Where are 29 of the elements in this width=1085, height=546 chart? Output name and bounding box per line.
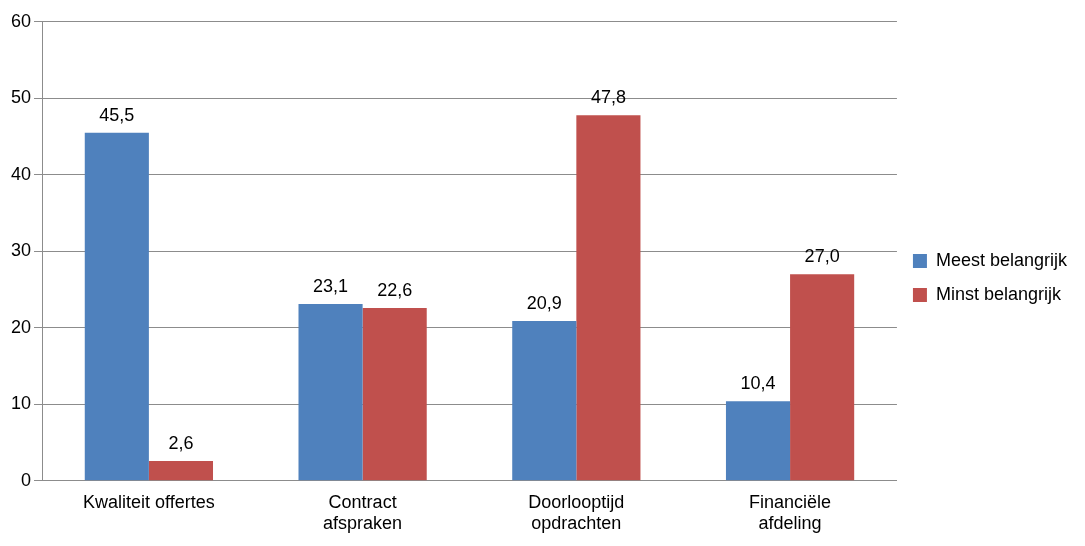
bar — [148, 460, 214, 481]
y-tick-label: 60 — [10, 10, 32, 31]
y-tick-label: 50 — [10, 87, 32, 108]
x-tick-label: Kwaliteit offertes — [83, 491, 215, 512]
x-tick-label: Contract afspraken — [323, 491, 403, 534]
legend-label: Minst belangrijk — [935, 283, 1062, 304]
data-label: 27,0 — [804, 246, 840, 267]
legend-label: Meest belangrijk — [935, 249, 1068, 270]
x-tick-label: Financiële afdeling — [749, 491, 832, 534]
bar — [298, 304, 363, 481]
data-label: 22,6 — [377, 279, 413, 300]
y-tick-label: 30 — [10, 240, 32, 261]
data-label: 20,9 — [526, 292, 562, 313]
bar — [512, 320, 577, 481]
y-tick-label: 40 — [10, 163, 32, 184]
data-label: 45,5 — [99, 104, 135, 125]
bar — [576, 115, 641, 481]
data-label: 10,4 — [740, 373, 776, 394]
bar — [725, 401, 791, 481]
y-tick-label: 10 — [10, 393, 32, 414]
bar — [790, 274, 855, 481]
x-tick-label: Doorlooptijd opdrachten — [528, 491, 625, 534]
bar — [84, 132, 149, 481]
bar — [362, 307, 427, 481]
data-label: 2,6 — [168, 432, 194, 453]
y-tick-label: 20 — [10, 316, 32, 337]
data-label: 47,8 — [590, 87, 626, 108]
y-tick-label: 0 — [21, 469, 32, 490]
data-label: 23,1 — [313, 276, 349, 297]
